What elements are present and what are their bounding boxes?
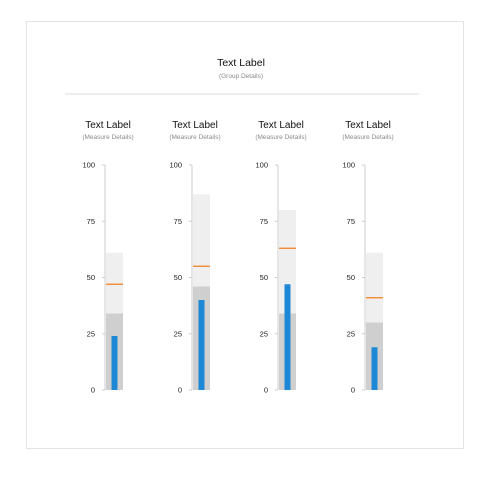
- bullet-2: Text Label (Measure Details) 0 25 50 75 100: [169, 120, 220, 395]
- measure-title: Text Label: [172, 120, 218, 131]
- y-tick-label: 25: [347, 329, 355, 338]
- chart-card: Text Label (Group Details) Text Label (Me…: [26, 21, 464, 449]
- bullet-3: Text Label (Measure Details) 0 25 50 75 100: [255, 120, 306, 395]
- measure-bar: [198, 300, 205, 390]
- measure-subtitle: (Measure Details): [342, 134, 393, 141]
- y-tick-label: 0: [264, 386, 268, 395]
- y-tick-label: 0: [178, 386, 182, 395]
- y-tick-label: 100: [255, 161, 268, 170]
- measure-title: Text Label: [345, 120, 391, 131]
- y-tick-label: 100: [342, 161, 355, 170]
- bullet-4: Text Label (Measure Details) 0 25 50 75 100: [342, 120, 393, 395]
- measure-title: Text Label: [85, 120, 131, 131]
- y-tick-label: 25: [260, 329, 268, 338]
- y-tick-label: 75: [87, 217, 95, 226]
- bullet-chart-group: Text Label (Group Details) Text Label (Me…: [65, 57, 419, 395]
- measure-bar: [371, 347, 378, 390]
- y-tick-label: 75: [260, 217, 268, 226]
- measure-bar: [284, 284, 291, 390]
- measure-subtitle: (Measure Details): [82, 134, 133, 141]
- y-tick-label: 25: [87, 329, 95, 338]
- group-subtitle: (Group Details): [219, 73, 263, 80]
- measure-bar: [111, 336, 118, 390]
- measure-subtitle: (Measure Details): [169, 134, 220, 141]
- y-tick-label: 0: [351, 386, 355, 395]
- y-tick-label: 75: [174, 217, 182, 226]
- y-tick-label: 75: [347, 217, 355, 226]
- bullet-1: Text Label (Measure Details) 0 25 50 75 100: [82, 120, 133, 395]
- y-tick-label: 100: [169, 161, 182, 170]
- measure-subtitle: (Measure Details): [255, 134, 306, 141]
- measure-title: Text Label: [258, 120, 304, 131]
- y-tick-label: 50: [174, 273, 182, 282]
- group-title: Text Label: [217, 57, 265, 69]
- y-tick-label: 100: [82, 161, 95, 170]
- y-tick-label: 25: [174, 329, 182, 338]
- y-tick-label: 50: [87, 273, 95, 282]
- y-tick-label: 0: [91, 386, 95, 395]
- y-tick-label: 50: [260, 273, 268, 282]
- y-tick-label: 50: [347, 273, 355, 282]
